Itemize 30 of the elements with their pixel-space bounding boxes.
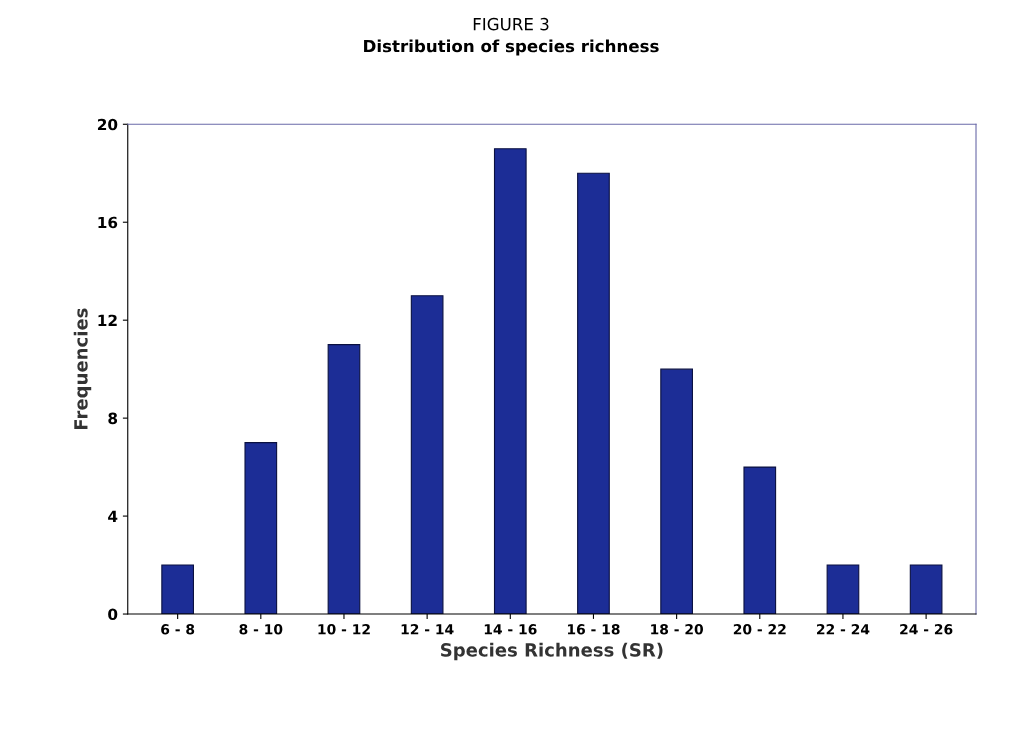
y-tick-label: 16 bbox=[98, 216, 118, 229]
y-tick-label: 12 bbox=[98, 314, 117, 326]
x-tick-label: 6 - 8 bbox=[161, 624, 195, 635]
x-tick-label: 10 - 12 bbox=[318, 624, 370, 635]
x-tick-label: 12 - 14 bbox=[401, 624, 454, 635]
y-tick-label: 4 bbox=[108, 510, 118, 522]
bar bbox=[909, 564, 943, 615]
chart-subtitle: Distribution of species richness bbox=[364, 39, 659, 56]
bar bbox=[577, 172, 610, 615]
y-axis-title: Frequencies bbox=[73, 308, 92, 430]
chart-title: FIGURE 3 bbox=[473, 17, 549, 31]
bar bbox=[244, 442, 278, 615]
bar bbox=[161, 564, 195, 615]
x-tick-label: 24 - 26 bbox=[900, 624, 953, 635]
bar bbox=[660, 368, 693, 615]
x-tick-label: 20 - 22 bbox=[733, 624, 786, 635]
y-tick-label: 20 bbox=[97, 118, 118, 131]
x-tick-label: 18 - 20 bbox=[651, 624, 704, 635]
x-tick-label: 8 - 10 bbox=[239, 624, 283, 635]
x-axis-title: Species Richness (SR) bbox=[441, 642, 663, 661]
bar bbox=[327, 344, 361, 615]
x-tick-label: 14 - 16 bbox=[484, 624, 537, 635]
x-tick-label: 22 - 24 bbox=[817, 624, 870, 635]
bar bbox=[826, 564, 860, 615]
bar bbox=[493, 148, 527, 615]
y-tick-label: 8 bbox=[108, 412, 118, 425]
bar bbox=[410, 295, 444, 615]
bar bbox=[743, 466, 777, 615]
y-tick-label: 0 bbox=[108, 608, 118, 621]
x-tick-label: 16 - 18 bbox=[567, 624, 620, 635]
